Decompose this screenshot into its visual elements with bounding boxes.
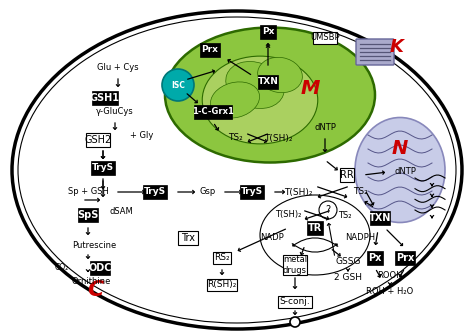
Text: ISC: ISC (171, 80, 185, 90)
Text: Prx: Prx (396, 253, 414, 263)
Text: TS₂: TS₂ (353, 187, 367, 196)
Text: R(SH)₂: R(SH)₂ (207, 281, 237, 290)
Text: Ornithine: Ornithine (72, 278, 111, 287)
FancyBboxPatch shape (90, 261, 110, 276)
FancyBboxPatch shape (283, 255, 308, 275)
FancyBboxPatch shape (312, 32, 337, 44)
FancyBboxPatch shape (339, 168, 355, 182)
FancyBboxPatch shape (213, 252, 231, 265)
Text: + Gly: + Gly (130, 131, 154, 140)
Text: TXN: TXN (369, 213, 391, 223)
Text: Px: Px (262, 27, 274, 36)
Text: dNTP: dNTP (314, 124, 336, 133)
Text: ROOH: ROOH (377, 271, 403, 280)
Ellipse shape (12, 11, 462, 329)
FancyBboxPatch shape (207, 279, 237, 291)
Text: Px: Px (368, 253, 382, 263)
Text: GSH2: GSH2 (84, 135, 111, 145)
FancyBboxPatch shape (258, 75, 278, 89)
Ellipse shape (210, 82, 260, 118)
Text: 1-C-Grx1: 1-C-Grx1 (192, 108, 234, 117)
Text: ?: ? (326, 205, 330, 215)
FancyBboxPatch shape (78, 208, 98, 222)
Text: γ-GluCys: γ-GluCys (96, 108, 134, 117)
Text: TS₂: TS₂ (338, 210, 352, 219)
FancyBboxPatch shape (200, 43, 220, 57)
Text: Trx: Trx (181, 233, 195, 243)
Ellipse shape (290, 317, 300, 327)
Ellipse shape (165, 27, 375, 163)
Text: metal
drugs: metal drugs (283, 255, 307, 275)
FancyBboxPatch shape (370, 211, 390, 225)
Text: RS₂: RS₂ (214, 254, 230, 263)
FancyBboxPatch shape (395, 250, 415, 266)
Ellipse shape (355, 118, 445, 222)
Text: Glu + Cys: Glu + Cys (97, 63, 139, 72)
Ellipse shape (260, 195, 370, 275)
Text: N: N (392, 139, 408, 158)
FancyBboxPatch shape (356, 39, 394, 65)
FancyBboxPatch shape (367, 250, 383, 266)
Text: dSAM: dSAM (110, 207, 134, 216)
Text: NADPH: NADPH (345, 233, 375, 242)
Text: Gsp: Gsp (200, 187, 216, 196)
Ellipse shape (258, 57, 302, 93)
Text: dNTP: dNTP (395, 167, 417, 176)
Text: TryS: TryS (241, 187, 263, 196)
Ellipse shape (162, 69, 194, 101)
Text: SpS: SpS (77, 210, 99, 220)
Ellipse shape (202, 56, 318, 144)
Text: RR: RR (340, 170, 354, 180)
Text: GSH1: GSH1 (90, 93, 120, 103)
Text: C: C (87, 280, 103, 300)
Text: K: K (390, 38, 404, 56)
Text: NADP: NADP (260, 233, 284, 242)
FancyBboxPatch shape (178, 231, 198, 245)
Text: 2 GSH: 2 GSH (334, 274, 362, 283)
Text: TS₂: TS₂ (228, 134, 242, 143)
Text: T(SH)₂: T(SH)₂ (264, 134, 292, 143)
Text: ODC: ODC (88, 263, 112, 273)
Text: TXN: TXN (257, 77, 278, 87)
Text: T(SH)₂: T(SH)₂ (275, 210, 301, 219)
FancyBboxPatch shape (194, 105, 232, 119)
FancyBboxPatch shape (86, 133, 110, 147)
Text: TR: TR (308, 223, 322, 233)
Text: T(SH)₂: T(SH)₂ (284, 187, 312, 196)
Text: Putrescine: Putrescine (72, 240, 116, 249)
Text: TryS: TryS (144, 187, 166, 196)
Text: M: M (301, 78, 319, 98)
FancyBboxPatch shape (307, 220, 323, 235)
Text: UMSBP: UMSBP (310, 33, 340, 42)
Ellipse shape (226, 61, 284, 109)
Ellipse shape (319, 201, 337, 219)
FancyBboxPatch shape (92, 91, 118, 106)
Text: GSSG: GSSG (335, 258, 361, 267)
FancyBboxPatch shape (260, 25, 276, 39)
FancyBboxPatch shape (143, 185, 167, 199)
Text: CO₂: CO₂ (55, 264, 69, 273)
FancyBboxPatch shape (240, 185, 264, 199)
FancyBboxPatch shape (91, 161, 115, 175)
FancyBboxPatch shape (278, 296, 312, 308)
Text: S-conj.: S-conj. (280, 298, 310, 307)
Text: ROH + H₂O: ROH + H₂O (366, 288, 414, 297)
Text: Sp + GSH: Sp + GSH (68, 187, 109, 196)
Text: Prx: Prx (201, 45, 219, 54)
Text: TryS: TryS (92, 164, 114, 172)
